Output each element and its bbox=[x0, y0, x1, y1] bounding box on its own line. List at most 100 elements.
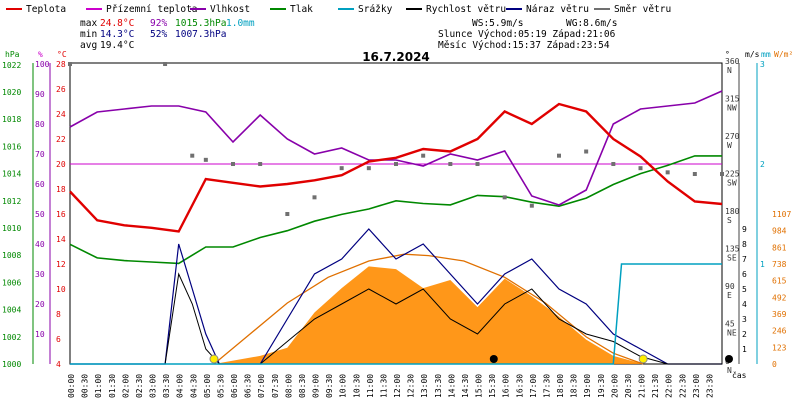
wind-dir-point-13 bbox=[475, 162, 480, 167]
press-tick-11: 1000 bbox=[2, 360, 21, 369]
hum-unit: % bbox=[38, 50, 43, 59]
time-tick-10: 05:00 bbox=[203, 374, 212, 398]
time-tick-14: 07:00 bbox=[257, 374, 266, 398]
ms-tick-1: 2 bbox=[760, 160, 765, 169]
moonrise-icon bbox=[489, 355, 498, 363]
wind-dir-point-21 bbox=[692, 172, 697, 177]
press-unit: hPa bbox=[5, 50, 20, 59]
time-tick-7: 03:30 bbox=[162, 374, 171, 398]
dir-tick-4: 180 bbox=[725, 207, 740, 216]
temp-tick-8: 12 bbox=[56, 260, 66, 269]
ms-tick-2: 1 bbox=[760, 260, 765, 269]
legend-label-6: Náraz větru bbox=[526, 4, 589, 15]
series-wind-gust bbox=[70, 228, 722, 365]
rad-tick-0: 1107 bbox=[772, 210, 791, 219]
rad-tick-5: 492 bbox=[772, 293, 787, 302]
dir-tick-6: 90 bbox=[725, 282, 735, 291]
speed-tick-5: 4 bbox=[742, 300, 747, 309]
wind-dir-point-4 bbox=[231, 162, 235, 167]
press-tick-9: 1004 bbox=[2, 306, 21, 315]
temp-unit: °C bbox=[57, 50, 67, 59]
rad-tick-1: 984 bbox=[772, 227, 787, 236]
dir-tick-3: 225 bbox=[725, 170, 740, 179]
time-tick-17: 08:30 bbox=[298, 374, 307, 398]
dir-tick-card-5: SE bbox=[727, 254, 737, 263]
time-tick-27: 13:30 bbox=[434, 374, 443, 398]
wind-dir-point-9 bbox=[366, 166, 371, 171]
hum-tick-2: 80 bbox=[35, 120, 45, 129]
time-tick-32: 16:00 bbox=[502, 374, 511, 398]
press-tick-8: 1006 bbox=[2, 278, 21, 287]
dir-tick-0: 360 bbox=[725, 57, 740, 66]
hum-tick-8: 20 bbox=[35, 300, 45, 309]
rad-tick-9: 0 bbox=[772, 360, 777, 369]
stat-min-temp: 14.3°C bbox=[100, 29, 134, 40]
press-tick-5: 1012 bbox=[2, 197, 21, 206]
hum-tick-3: 70 bbox=[35, 150, 45, 159]
stat-avg-temp: 19.4°C bbox=[100, 40, 134, 51]
time-unit: čas bbox=[732, 370, 747, 380]
rad-tick-3: 738 bbox=[772, 260, 787, 269]
temp-tick-2: 24 bbox=[56, 110, 66, 119]
stat-avg-label: avg bbox=[80, 40, 97, 51]
legend-label-0: Teplota bbox=[26, 4, 66, 15]
press-tick-0: 1022 bbox=[2, 61, 21, 70]
time-tick-33: 16:30 bbox=[515, 374, 524, 398]
time-tick-5: 02:30 bbox=[135, 374, 144, 398]
time-tick-41: 20:30 bbox=[624, 374, 633, 398]
speed-tick-4: 5 bbox=[742, 285, 747, 294]
speed-tick-1: 8 bbox=[742, 240, 747, 249]
hum-tick-5: 50 bbox=[35, 210, 45, 219]
wind-dir-point-20 bbox=[665, 170, 670, 175]
time-tick-47: 23:30 bbox=[705, 374, 714, 398]
time-tick-11: 05:30 bbox=[216, 374, 225, 398]
temp-tick-10: 8 bbox=[56, 310, 61, 319]
time-tick-2: 01:00 bbox=[94, 374, 103, 398]
deg-unit: ° bbox=[725, 50, 730, 59]
time-tick-43: 21:30 bbox=[651, 374, 660, 398]
time-tick-35: 17:30 bbox=[542, 374, 551, 398]
temp-tick-7: 14 bbox=[56, 235, 66, 244]
time-tick-29: 14:30 bbox=[461, 374, 470, 398]
temp-tick-5: 18 bbox=[56, 185, 66, 194]
rad-tick-2: 861 bbox=[772, 243, 787, 252]
stat-wg: WG:8.6m/s bbox=[566, 18, 617, 29]
hum-tick-4: 60 bbox=[35, 180, 45, 189]
time-tick-44: 22:00 bbox=[665, 374, 674, 398]
temp-tick-12: 4 bbox=[56, 360, 61, 369]
stat-max-label: max bbox=[80, 18, 97, 29]
press-tick-7: 1008 bbox=[2, 251, 21, 260]
rad-tick-4: 615 bbox=[772, 277, 787, 286]
time-tick-31: 15:30 bbox=[488, 374, 497, 398]
time-tick-15: 07:30 bbox=[271, 374, 280, 398]
time-tick-6: 03:00 bbox=[149, 374, 158, 398]
wind-dir-point-16 bbox=[557, 153, 561, 158]
speed-tick-6: 3 bbox=[742, 315, 747, 324]
dir-tick-card-2: W bbox=[727, 141, 732, 150]
time-tick-40: 20:00 bbox=[610, 374, 619, 398]
wind-dir-point-7 bbox=[312, 195, 317, 200]
stat-moon: Měsíc Východ:15:37 Západ:23:54 bbox=[438, 40, 610, 51]
dir-tick-card-4: S bbox=[727, 216, 732, 225]
time-tick-4: 02:00 bbox=[121, 374, 130, 398]
time-tick-37: 18:30 bbox=[570, 374, 579, 398]
chart-title: 16.7.2024 bbox=[362, 50, 430, 64]
legend-label-1: Přízemní teplota bbox=[106, 4, 198, 15]
time-tick-16: 08:00 bbox=[284, 374, 293, 398]
hum-tick-7: 30 bbox=[35, 270, 45, 279]
wind-dir-point-19 bbox=[638, 166, 643, 171]
ms-tick-0: 3 bbox=[760, 60, 765, 69]
wind-dir-point-10 bbox=[394, 162, 398, 167]
dir-tick-card-3: SW bbox=[727, 179, 737, 188]
time-tick-1: 00:30 bbox=[81, 374, 90, 398]
stat-max-rain: 1.0mm bbox=[226, 18, 255, 29]
sunrise-icon bbox=[209, 354, 219, 364]
speed-tick-2: 7 bbox=[742, 255, 747, 264]
series-pressure bbox=[69, 155, 722, 265]
stat-ws: WS:5.9m/s bbox=[472, 18, 523, 29]
dir-tick-2: 270 bbox=[725, 132, 740, 141]
time-tick-42: 21:00 bbox=[638, 374, 647, 398]
series-wind-speed bbox=[70, 272, 722, 365]
